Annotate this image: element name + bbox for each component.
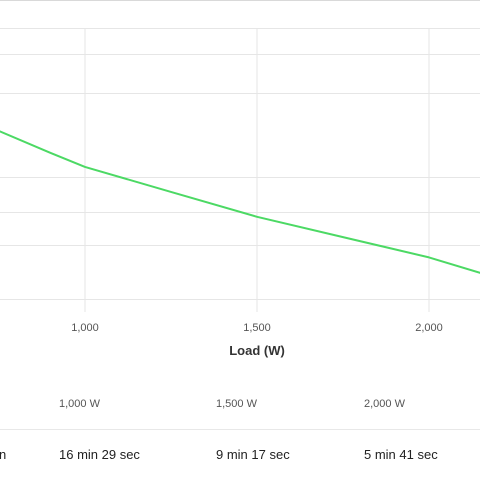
load-cell-1500w: 1,500 W xyxy=(216,398,257,410)
runtime-chart: 1,000 1,500 2,000 xyxy=(0,28,480,334)
x-tick-label: 1,000 xyxy=(71,322,99,334)
x-tick-label: 2,000 xyxy=(415,322,443,334)
runtime-cell-2000w: 5 min 41 sec xyxy=(364,447,438,462)
runtime-curve xyxy=(0,130,480,274)
runtime-cell-1500w: 9 min 17 sec xyxy=(216,447,290,462)
x-tick-label: 1,500 xyxy=(243,322,271,334)
load-row: 1,000 W 1,500 W 2,000 W xyxy=(0,398,480,418)
x-axis-tick-labels: 1,000 1,500 2,000 xyxy=(71,322,443,334)
x-axis-title: Load (W) xyxy=(229,343,285,358)
chart-gridlines xyxy=(0,28,480,312)
runtime-cell-1000w: 16 min 29 sec xyxy=(59,447,140,462)
chart-series xyxy=(0,130,480,274)
runtime-cell-cutoff: n xyxy=(0,447,7,462)
table-row-divider xyxy=(0,429,480,430)
runtime-row: n 16 min 29 sec 9 min 17 sec 5 min 41 se… xyxy=(0,447,480,467)
load-cell-1000w: 1,000 W xyxy=(59,398,100,410)
panel-top-border xyxy=(0,0,480,1)
load-cell-2000w: 2,000 W xyxy=(364,398,405,410)
